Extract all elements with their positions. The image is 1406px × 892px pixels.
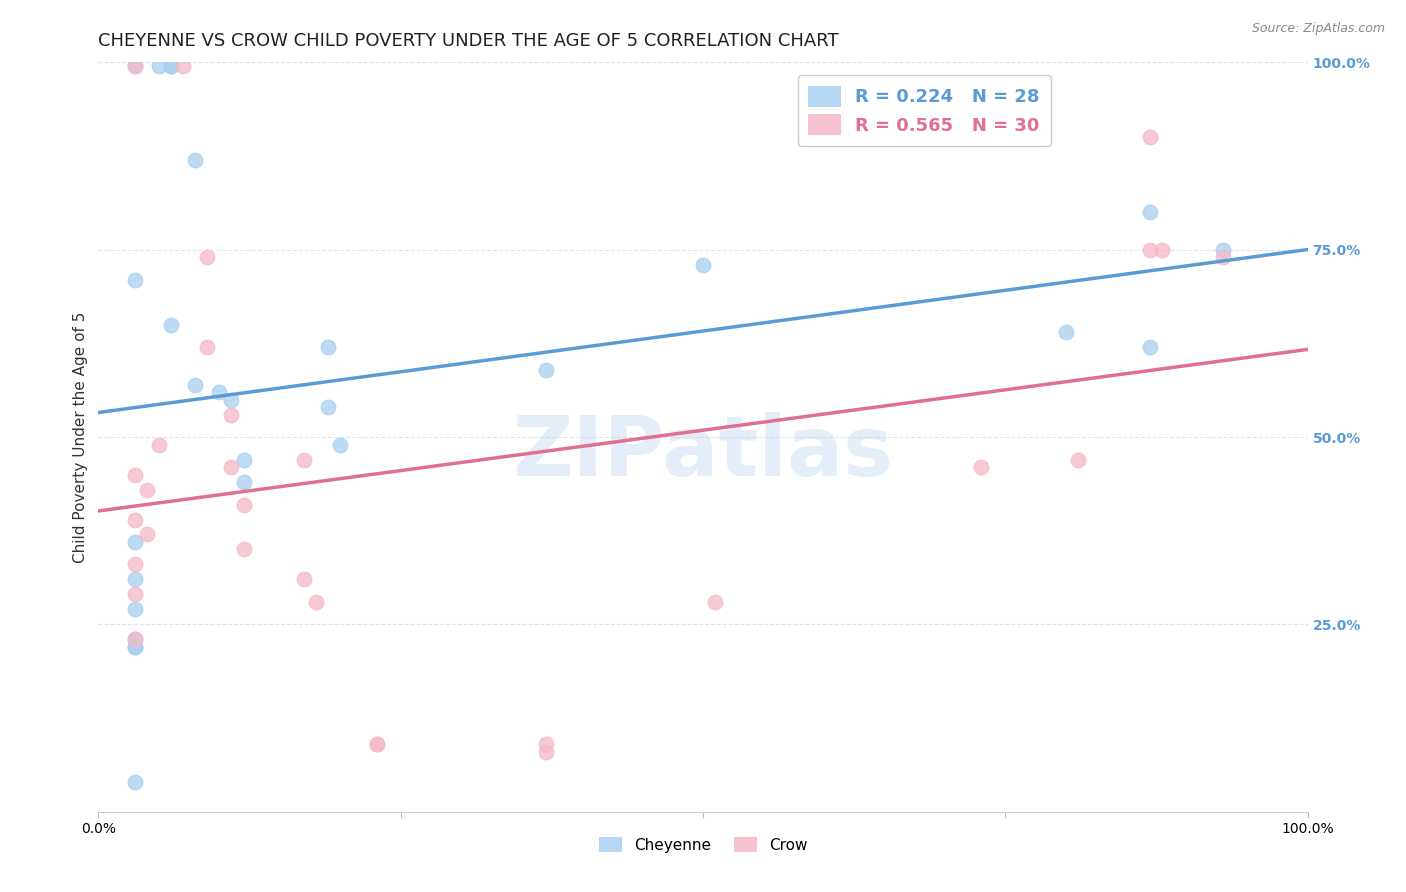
Point — [1139, 130, 1161, 145]
Point — [1212, 243, 1234, 257]
Point — [135, 483, 157, 497]
Point — [184, 153, 207, 167]
Point — [221, 460, 243, 475]
Point — [534, 362, 557, 376]
Point — [232, 542, 254, 557]
Point — [232, 452, 254, 467]
Point — [124, 640, 146, 654]
Point — [124, 535, 146, 549]
Text: ZIPatlas: ZIPatlas — [513, 411, 893, 492]
Point — [366, 737, 388, 751]
Point — [135, 527, 157, 541]
Point — [124, 512, 146, 526]
Point — [124, 573, 146, 587]
Point — [124, 602, 146, 616]
Point — [305, 595, 328, 609]
Point — [1067, 452, 1090, 467]
Point — [124, 774, 146, 789]
Point — [1139, 205, 1161, 219]
Point — [148, 59, 170, 73]
Point — [160, 318, 183, 332]
Point — [172, 59, 194, 73]
Point — [160, 59, 183, 73]
Point — [160, 59, 183, 73]
Point — [232, 475, 254, 489]
Point — [704, 595, 727, 609]
Point — [184, 377, 207, 392]
Point — [195, 250, 218, 264]
Point — [232, 498, 254, 512]
Point — [124, 632, 146, 647]
Point — [970, 460, 993, 475]
Text: Source: ZipAtlas.com: Source: ZipAtlas.com — [1251, 22, 1385, 36]
Point — [366, 737, 388, 751]
Point — [1054, 325, 1077, 339]
Text: CHEYENNE VS CROW CHILD POVERTY UNDER THE AGE OF 5 CORRELATION CHART: CHEYENNE VS CROW CHILD POVERTY UNDER THE… — [98, 32, 839, 50]
Point — [208, 385, 231, 400]
Point — [124, 467, 146, 482]
Y-axis label: Child Poverty Under the Age of 5: Child Poverty Under the Age of 5 — [73, 311, 89, 563]
Point — [692, 258, 714, 272]
Point — [124, 558, 146, 572]
Point — [534, 745, 557, 759]
Point — [1139, 340, 1161, 354]
Point — [1139, 243, 1161, 257]
Point — [1212, 250, 1234, 264]
Point — [124, 273, 146, 287]
Point — [124, 632, 146, 647]
Point — [124, 640, 146, 654]
Point — [292, 573, 315, 587]
Point — [329, 437, 352, 451]
Point — [221, 392, 243, 407]
Point — [1152, 243, 1174, 257]
Point — [292, 452, 315, 467]
Point — [316, 400, 339, 414]
Legend: Cheyenne, Crow: Cheyenne, Crow — [591, 829, 815, 860]
Point — [124, 59, 146, 73]
Point — [195, 340, 218, 354]
Point — [221, 408, 243, 422]
Point — [534, 737, 557, 751]
Point — [124, 587, 146, 601]
Point — [124, 59, 146, 73]
Point — [316, 340, 339, 354]
Point — [148, 437, 170, 451]
